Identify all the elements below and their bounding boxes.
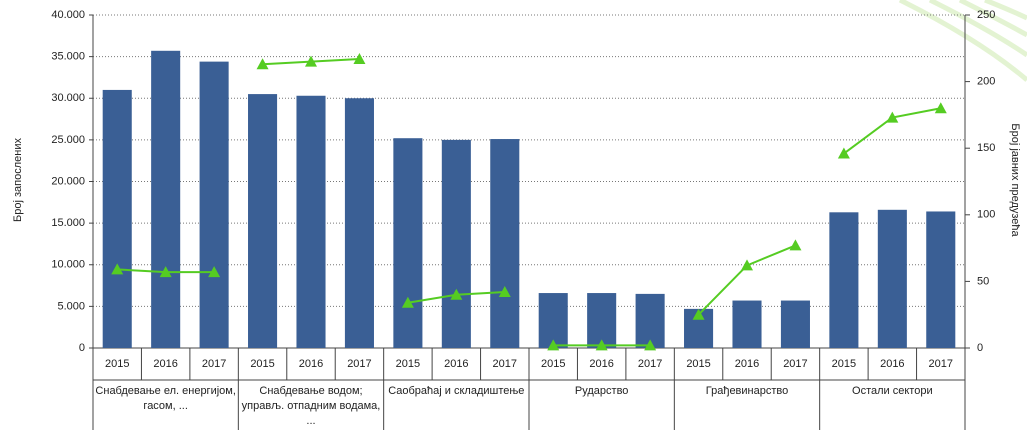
x-tick-label: 2017 <box>783 358 807 370</box>
x-tick-label: 2017 <box>202 358 226 370</box>
marker <box>741 259 753 271</box>
y-tick-label: 20.000 <box>51 175 85 187</box>
group-label-box: Снабдевање ел. енергијом, гасом, ... <box>95 385 236 412</box>
bar <box>393 138 423 348</box>
group-label: Саобраћај и складиштење <box>388 385 525 397</box>
marker <box>111 263 124 275</box>
y-tick-label: 25.000 <box>51 134 85 146</box>
group-label: Снабдевање водом; управљ. отпадним водам… <box>241 385 381 427</box>
x-tick-label: 2017 <box>347 358 371 370</box>
x-tick-label: 2016 <box>589 358 613 370</box>
bar <box>441 139 471 348</box>
y-tick-label: 10.000 <box>51 259 85 271</box>
x-tick-label: 2016 <box>880 358 904 370</box>
y-tick-label: 15.000 <box>51 217 85 229</box>
x-tick-label: 2015 <box>250 358 274 370</box>
bar <box>344 98 374 348</box>
y2-tick-label: 0 <box>977 342 983 354</box>
bar <box>490 139 520 348</box>
bar <box>780 300 810 348</box>
x-tick-label: 2017 <box>929 358 953 370</box>
decoration <box>898 0 1027 82</box>
group-label-box: Саобраћај и складиштење <box>388 385 525 397</box>
group-label-box: Снабдевање водом; управљ. отпадним водам… <box>241 385 381 427</box>
y-tick-label: 0 <box>79 342 85 354</box>
marker <box>886 111 899 123</box>
bar <box>829 212 859 348</box>
marker <box>305 55 317 67</box>
marker <box>595 339 608 351</box>
x-tick-label: 2017 <box>493 358 517 370</box>
marker <box>208 266 221 278</box>
marker <box>789 239 802 251</box>
marker <box>159 266 172 278</box>
marker <box>692 308 705 320</box>
marker <box>401 296 414 308</box>
y-tick-label: 30.000 <box>51 92 85 104</box>
group-label-box: Рударство <box>574 385 629 397</box>
y2-tick-label: 50 <box>977 275 989 287</box>
bar <box>732 300 762 348</box>
x-tick-label: 2016 <box>735 358 759 370</box>
y2-tick-label: 250 <box>977 9 995 21</box>
bar <box>151 50 181 349</box>
group-label-box: Остали сектори <box>852 385 933 397</box>
marker <box>644 339 657 351</box>
bar <box>538 293 568 348</box>
group-label: Остали сектори <box>852 385 933 397</box>
bar <box>199 61 229 349</box>
marker <box>934 102 947 114</box>
y2-tick-label: 100 <box>977 209 995 221</box>
group-label-box: Грађевинарство <box>705 385 789 397</box>
bar <box>635 293 665 348</box>
bar <box>877 209 907 348</box>
bar <box>102 89 132 349</box>
y-tick-label: 40.000 <box>51 9 85 21</box>
y-tick-label: 35.000 <box>51 51 85 63</box>
x-tick-label: 2016 <box>153 358 177 370</box>
x-tick-label: 2017 <box>638 358 662 370</box>
bar <box>248 94 278 349</box>
marker <box>498 286 511 298</box>
bar <box>926 211 956 348</box>
group-label: Рударство <box>574 385 629 397</box>
y-tick-label: 5.000 <box>57 300 85 312</box>
marker <box>256 58 269 70</box>
marker <box>837 147 850 159</box>
x-tick-label: 2015 <box>686 358 710 370</box>
y2-axis-title: Број јавних предузећа <box>1009 123 1021 237</box>
x-tick-label: 2015 <box>105 358 129 370</box>
marker <box>547 339 560 351</box>
bar <box>296 95 326 348</box>
y2-tick-label: 200 <box>977 76 995 88</box>
x-tick-label: 2015 <box>541 358 565 370</box>
marker <box>450 288 463 300</box>
x-tick-label: 2015 <box>832 358 856 370</box>
bar <box>587 293 617 348</box>
x-tick-label: 2015 <box>396 358 420 370</box>
x-tick-label: 2016 <box>299 358 323 370</box>
y2-tick-label: 150 <box>977 142 995 154</box>
group-label: Снабдевање ел. енергијом, гасом, ... <box>95 385 236 412</box>
y-axis-title: Број запослених <box>12 138 24 222</box>
x-tick-label: 2016 <box>444 358 468 370</box>
marker <box>353 52 366 64</box>
group-label: Грађевинарство <box>705 385 789 397</box>
